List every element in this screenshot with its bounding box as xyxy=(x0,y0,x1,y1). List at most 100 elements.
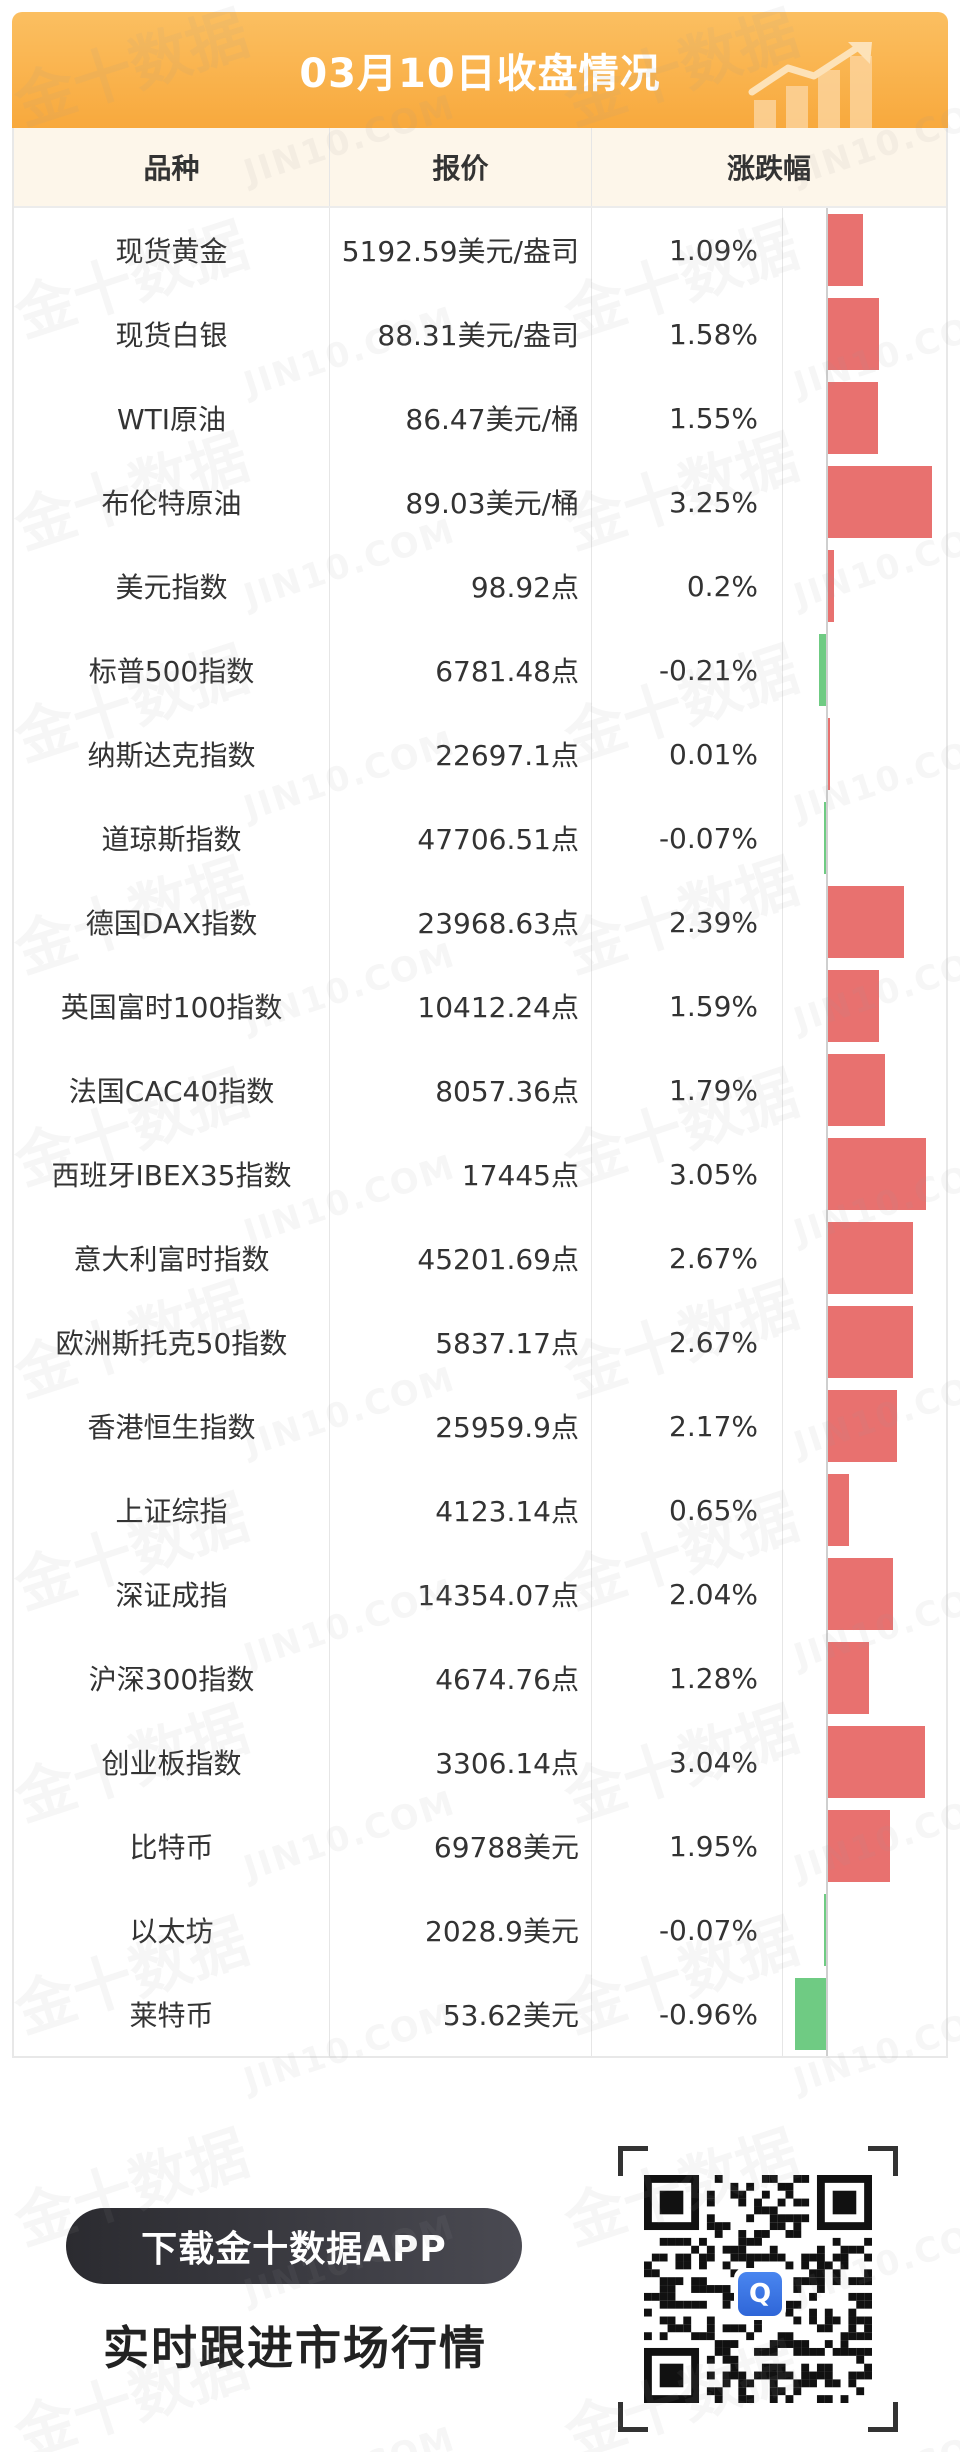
change-cell: 1.58% xyxy=(592,292,946,376)
change-cell: -0.07% xyxy=(592,796,946,880)
instrument-name: 英国富时100指数 xyxy=(14,964,330,1048)
instrument-name: WTI原油 xyxy=(14,376,330,460)
change-bar xyxy=(828,1726,926,1798)
change-bar xyxy=(828,382,878,454)
change-bar xyxy=(828,466,932,538)
instrument-price: 69788美元 xyxy=(330,1804,592,1888)
change-percent: 2.17% xyxy=(669,1409,758,1443)
change-bar xyxy=(828,1390,898,1462)
instrument-price: 3306.14点 xyxy=(330,1720,592,1804)
change-percent: 0.65% xyxy=(669,1493,758,1527)
change-bar xyxy=(828,1642,869,1714)
change-cell: 3.25% xyxy=(592,460,946,544)
change-cell: 2.39% xyxy=(592,880,946,964)
change-bar xyxy=(828,1138,926,1210)
change-bar xyxy=(828,298,879,370)
table-row: 创业板指数 3306.14点 3.04% xyxy=(14,1720,946,1804)
instrument-name: 道琼斯指数 xyxy=(14,796,330,880)
change-bar xyxy=(828,1558,894,1630)
change-percent: 0.01% xyxy=(669,737,758,771)
change-bar xyxy=(795,1978,826,2050)
table-row: 以太坊 2028.9美元 -0.07% xyxy=(14,1888,946,1972)
cell-divider xyxy=(782,1384,783,1468)
column-header-change: 涨跌幅 xyxy=(726,152,811,185)
change-cell: 2.04% xyxy=(592,1552,946,1636)
cell-divider xyxy=(782,1804,783,1888)
cell-divider xyxy=(782,1132,783,1216)
change-bar xyxy=(828,886,905,958)
instrument-name: 以太坊 xyxy=(14,1888,330,1972)
footer-promo: 下载金十数据APP 实时跟进市场行情 Q xyxy=(0,2140,960,2452)
change-percent: 1.09% xyxy=(669,233,758,267)
table-row: 莱特币 53.62美元 -0.96% xyxy=(14,1972,946,2056)
change-cell: 2.67% xyxy=(592,1300,946,1384)
instrument-name: 香港恒生指数 xyxy=(14,1384,330,1468)
table-row: 法国CAC40指数 8057.36点 1.79% xyxy=(14,1048,946,1132)
download-app-button[interactable]: 下载金十数据APP xyxy=(66,2208,522,2284)
instrument-name: 深证成指 xyxy=(14,1552,330,1636)
instrument-name: 莱特币 xyxy=(14,1972,330,2056)
change-percent: 1.55% xyxy=(669,401,758,435)
instrument-price: 53.62美元 xyxy=(330,1972,592,2056)
change-bar xyxy=(823,802,826,874)
qr-corner-decoration xyxy=(618,2146,648,2176)
cell-divider xyxy=(782,544,783,628)
change-percent: 2.67% xyxy=(669,1241,758,1275)
page-title: 03月10日收盘情况 xyxy=(299,51,661,97)
cell-divider xyxy=(782,1468,783,1552)
table-row: 欧洲斯托克50指数 5837.17点 2.67% xyxy=(14,1300,946,1384)
table-row: 西班牙IBEX35指数 17445点 3.05% xyxy=(14,1132,946,1216)
change-bar xyxy=(823,1894,826,1966)
change-cell: 1.55% xyxy=(592,376,946,460)
instrument-price: 4674.76点 xyxy=(330,1636,592,1720)
change-percent: 2.67% xyxy=(669,1325,758,1359)
cell-divider xyxy=(782,1552,783,1636)
table-row: 布伦特原油 89.03美元/桶 3.25% xyxy=(14,460,946,544)
change-percent: -0.96% xyxy=(658,1997,758,2031)
instrument-price: 86.47美元/桶 xyxy=(330,376,592,460)
cell-divider xyxy=(782,796,783,880)
change-cell: -0.21% xyxy=(592,628,946,712)
instrument-price: 22697.1点 xyxy=(330,712,592,796)
change-percent: 3.25% xyxy=(669,485,758,519)
change-percent: 1.59% xyxy=(669,989,758,1023)
change-bar xyxy=(828,550,835,622)
qr-corner-decoration xyxy=(618,2402,648,2432)
change-bar xyxy=(828,214,863,286)
change-cell: 1.95% xyxy=(592,1804,946,1888)
table-row: 现货黄金 5192.59美元/盎司 1.09% xyxy=(14,208,946,292)
change-bar xyxy=(819,634,826,706)
instrument-price: 6781.48点 xyxy=(330,628,592,712)
table-row: WTI原油 86.47美元/桶 1.55% xyxy=(14,376,946,460)
change-cell: 0.01% xyxy=(592,712,946,796)
table-row: 现货白银 88.31美元/盎司 1.58% xyxy=(14,292,946,376)
instrument-name: 德国DAX指数 xyxy=(14,880,330,964)
instrument-name: 布伦特原油 xyxy=(14,460,330,544)
change-percent: 1.58% xyxy=(669,317,758,351)
qr-code-frame: Q xyxy=(618,2146,898,2432)
table-row: 纳斯达克指数 22697.1点 0.01% xyxy=(14,712,946,796)
table-row: 香港恒生指数 25959.9点 2.17% xyxy=(14,1384,946,1468)
change-percent: 1.28% xyxy=(669,1661,758,1695)
qr-code-icon[interactable] xyxy=(644,2172,872,2406)
cell-divider xyxy=(782,292,783,376)
instrument-name: 沪深300指数 xyxy=(14,1636,330,1720)
instrument-price: 8057.36点 xyxy=(330,1048,592,1132)
table-row: 德国DAX指数 23968.63点 2.39% xyxy=(14,880,946,964)
instrument-name: 标普500指数 xyxy=(14,628,330,712)
instrument-name: 现货黄金 xyxy=(14,208,330,292)
instrument-price: 5192.59美元/盎司 xyxy=(330,208,592,292)
cell-divider xyxy=(782,964,783,1048)
instrument-name: 西班牙IBEX35指数 xyxy=(14,1132,330,1216)
cell-divider xyxy=(782,880,783,964)
change-cell: 2.67% xyxy=(592,1216,946,1300)
change-cell: 0.65% xyxy=(592,1468,946,1552)
table-row: 道琼斯指数 47706.51点 -0.07% xyxy=(14,796,946,880)
table-row: 沪深300指数 4674.76点 1.28% xyxy=(14,1636,946,1720)
qr-corner-decoration xyxy=(868,2402,898,2432)
change-percent: 2.39% xyxy=(669,905,758,939)
cell-divider xyxy=(782,1972,783,2056)
market-close-card: 03月10日收盘情况 品种 报价 涨跌幅 现货黄金 5192.59美元/盎司 1.0… xyxy=(12,12,948,2058)
instrument-price: 2028.9美元 xyxy=(330,1888,592,1972)
table-header: 品种 报价 涨跌幅 xyxy=(14,128,946,208)
